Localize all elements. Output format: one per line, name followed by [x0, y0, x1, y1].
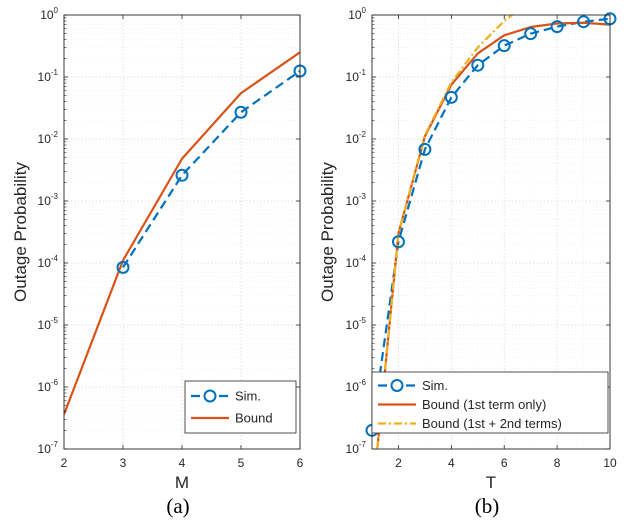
x-axis: 2 4 6 8 10 — [395, 15, 617, 470]
x-tick-label: 10 — [603, 456, 617, 470]
data-point — [175, 168, 189, 182]
series-group — [372, 15, 610, 449]
y-tick-label: 10-5 — [346, 316, 367, 332]
legend-label-0: Sim. — [422, 378, 448, 393]
legend-label-0: Sim. — [235, 389, 261, 404]
y-tick-label: 10-7 — [38, 440, 59, 456]
y-axis-label: Outage Probability — [11, 162, 30, 302]
data-point — [418, 142, 432, 156]
y-tick-label: 10-6 — [38, 378, 59, 394]
series-line-0 — [122, 70, 300, 268]
data-point — [116, 260, 130, 274]
x-tick-label: 8 — [554, 456, 561, 470]
y-axis-label: Outage Probability — [318, 162, 337, 302]
legend: Sim. Bound (1st term only) Bound (1st + 2n… — [371, 371, 609, 434]
y-tick-label: 100 — [348, 6, 366, 22]
x-tick-label: 2 — [61, 456, 68, 470]
y-tick-label: 10-5 — [38, 316, 59, 332]
axes-box — [371, 14, 611, 450]
x-tick-label: 3 — [120, 456, 127, 470]
data-point — [524, 27, 538, 41]
legend: Sim. Bound — [184, 380, 297, 434]
legend-marker — [390, 379, 404, 392]
panel-b-plot: 2 4 6 8 10 10-7 10-6 10-5 10-4 10-3 10-2 10-1 100 T Ou… — [318, 6, 617, 518]
y-tick-label: 10-4 — [38, 254, 59, 270]
y-tick-label: 100 — [40, 6, 58, 22]
grid — [371, 14, 611, 450]
panel-caption: (b) — [475, 494, 500, 518]
y-tick-label: 10-6 — [346, 378, 367, 394]
y-tick-label: 10-2 — [38, 130, 59, 146]
series-line-1 — [376, 21, 610, 449]
x-tick-label: 4 — [448, 456, 455, 470]
data-point — [550, 20, 564, 34]
y-axis: 10-7 10-6 10-5 10-4 10-3 10-2 10-1 100 — [38, 6, 300, 456]
y-tick-label: 10-1 — [346, 68, 367, 84]
data-point — [471, 58, 485, 72]
legend-box — [184, 380, 297, 434]
x-axis-label: T — [486, 473, 496, 492]
y-tick-label: 10-3 — [346, 192, 367, 208]
series-line-1 — [64, 51, 300, 415]
data-point — [391, 235, 405, 249]
data-point — [497, 39, 511, 53]
x-tick-label: 6 — [297, 456, 304, 470]
y-tick-label: 10-2 — [346, 130, 367, 146]
data-point — [577, 15, 591, 29]
series-group — [64, 51, 300, 415]
y-tick-label: 10-7 — [346, 440, 367, 456]
data-point — [444, 90, 458, 104]
x-axis: 2 3 4 5 6 — [61, 15, 304, 470]
legend-label-1: Bound (1st term only) — [422, 397, 546, 412]
data-point — [234, 105, 248, 119]
y-tick-label: 10-4 — [346, 254, 367, 270]
panel-caption: (a) — [166, 494, 189, 518]
x-tick-label: 2 — [395, 456, 402, 470]
y-tick-label: 10-1 — [38, 68, 59, 84]
x-axis-label: M — [175, 473, 189, 492]
series-line-0 — [372, 17, 610, 431]
x-tick-label: 4 — [179, 456, 186, 470]
panel-a-plot: 2 3 4 5 6 10-7 10-6 10-5 10-4 10-3 10-2 10-1 100 M Out… — [11, 6, 307, 518]
y-tick-label: 10-3 — [38, 192, 59, 208]
legend-marker — [203, 389, 217, 403]
legend-label-1: Bound — [235, 411, 273, 426]
legend-label-2: Bound (1st + 2nd terms) — [422, 416, 562, 431]
x-tick-label: 6 — [501, 456, 508, 470]
x-tick-label: 5 — [238, 456, 245, 470]
